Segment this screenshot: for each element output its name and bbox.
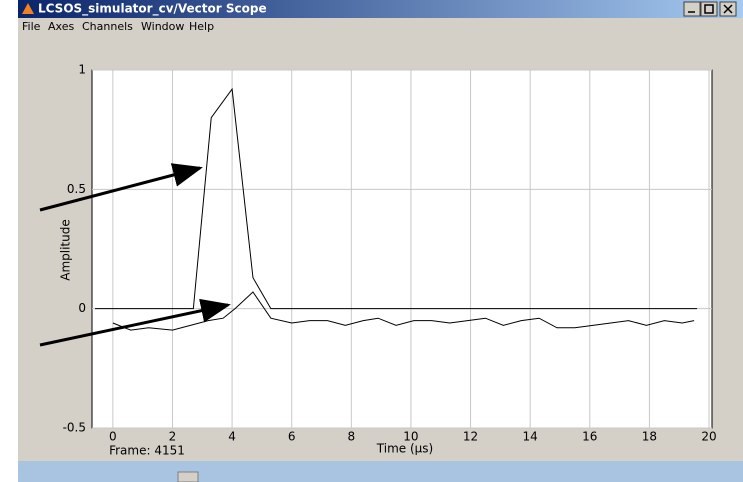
button-glyphs [688,4,733,14]
minimize-button[interactable] [683,1,701,17]
y-tick-label: 0 [78,301,86,315]
y-tick-label: 1 [78,63,86,77]
annotation-arrow [39,298,231,347]
menu-item[interactable]: Help [189,20,214,33]
window-title: LCSOS_simulator_cv/Vector Scope [38,2,267,17]
menu-item[interactable]: Channels [82,20,133,33]
x-tick-label: 14 [523,430,538,444]
line-series [94,87,698,310]
menu-item[interactable]: Axes [48,20,74,33]
annotation-arrow [39,163,203,212]
y-tick-label: -0.5 [63,421,86,435]
menu-item[interactable]: Window [141,20,184,33]
x-tick-label: 12 [463,430,478,444]
y-axis-label: Amplitude [59,219,73,281]
title-bar [18,0,743,18]
x-axis-label: Time (µs) [376,442,433,456]
x-tick-label: 20 [701,430,716,444]
maximize-button[interactable] [700,1,718,17]
y-tick-label: 0.5 [67,182,86,196]
scroll-button[interactable] [177,471,199,482]
x-tick-label: 4 [228,430,236,444]
x-tick-label: 0 [109,430,117,444]
x-tick-label: 8 [348,430,356,444]
x-tick-label: 2 [169,430,177,444]
plot-area [91,69,713,429]
x-tick-label: 16 [582,430,597,444]
window-buttons[interactable] [683,1,737,17]
menu-item[interactable]: File [22,20,41,33]
plot: 0 2 4 6 8 10 12 14 16 18 20 -0.5 0 0.5 1 [63,63,717,444]
x-tick-label: 6 [288,430,296,444]
app-icon [22,3,34,14]
x-tick-label: 10 [403,430,418,444]
bottom-strip [18,461,743,482]
frame-status: Frame: 4151 [109,444,185,458]
menu-bar: File Axes Channels Window Help [22,20,214,33]
x-tick-label: 18 [642,430,657,444]
